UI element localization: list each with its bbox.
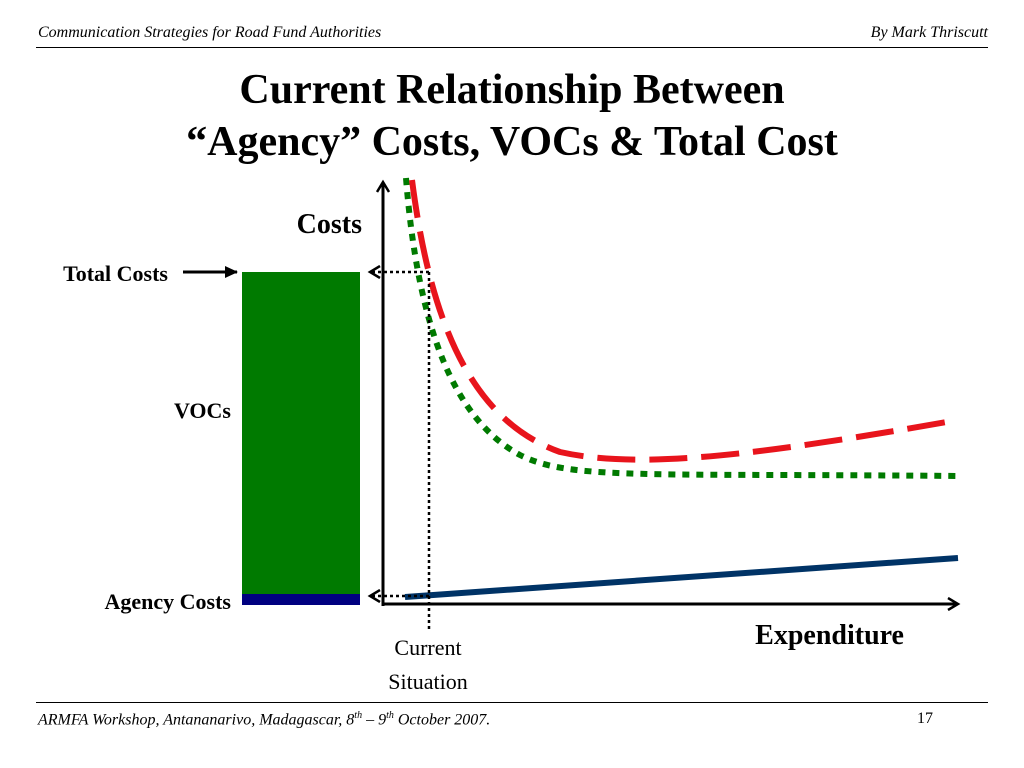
page-number: 17: [917, 710, 933, 727]
footer-sup-2: th: [386, 710, 394, 721]
footer-event-dash: – 9: [362, 711, 387, 729]
x-axis-label: Expenditure: [755, 620, 904, 651]
title-line-2: “Agency” Costs, VOCs & Total Cost: [186, 119, 838, 165]
vocs-label: VOCs: [174, 398, 231, 423]
header-right: By Mark Thriscutt: [870, 24, 988, 41]
footer-event-text: ARMFA Workshop, Antananarivo, Madagascar…: [38, 711, 355, 729]
footer-event: ARMFA Workshop, Antananarivo, Madagascar…: [38, 710, 490, 729]
total-cost-curve: [409, 179, 959, 463]
current-situation-label-line-1: Current: [394, 635, 461, 660]
slide-title: Current Relationship Between “Agency” Co…: [0, 64, 1024, 168]
header-rule: [36, 47, 988, 48]
agency-costs-bar: [242, 594, 360, 605]
header-left: Communication Strategies for Road Fund A…: [38, 24, 382, 41]
current-situation-label-line-2: Situation: [388, 669, 467, 694]
agency-cost-line: [404, 555, 959, 600]
agency-costs-label: Agency Costs: [105, 589, 232, 614]
voc-curve: [403, 177, 959, 479]
title-line-1: Current Relationship Between: [239, 67, 785, 113]
footer-event-end: October 2007.: [393, 711, 491, 729]
footer-sup-1: th: [354, 710, 363, 721]
y-axis-label: Costs: [297, 209, 362, 240]
vocs-bar: [242, 272, 360, 594]
footer-rule: [36, 702, 988, 703]
total-costs-label: Total Costs: [63, 261, 168, 286]
